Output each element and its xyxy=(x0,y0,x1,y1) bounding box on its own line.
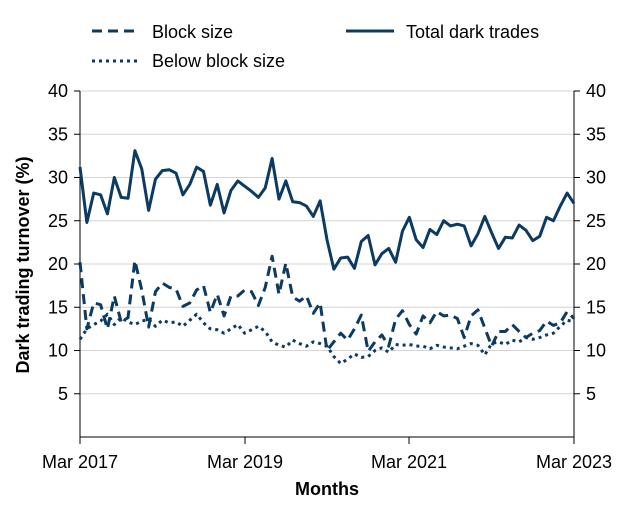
y-tick-label-left: 40 xyxy=(48,81,68,101)
y-tick-label-left: 35 xyxy=(48,124,68,144)
legend: Block size Below block size Total dark t… xyxy=(92,22,539,71)
y-tick-label-left: 25 xyxy=(48,211,68,231)
x-axis-title: Months xyxy=(295,479,359,499)
x-tick-label: Mar 2019 xyxy=(207,452,283,472)
y-tick-label-left: 5 xyxy=(58,384,68,404)
series-line-block-size xyxy=(78,254,576,353)
y-tick-label-left: 30 xyxy=(48,168,68,188)
x-tick-label: Mar 2021 xyxy=(371,452,447,472)
series-layer xyxy=(78,149,576,365)
legend-label-block-size: Block size xyxy=(152,22,233,42)
y-ticks-left: 5 10 15 20 25 30 35 40 xyxy=(48,81,80,404)
y-tick-label-left: 10 xyxy=(48,341,68,361)
y-tick-label-right: 35 xyxy=(586,124,606,144)
series-below-block-size xyxy=(78,312,575,365)
y-tick-label-right: 30 xyxy=(586,168,606,188)
y-tick-label-left: 15 xyxy=(48,297,68,317)
y-tick-label-right: 40 xyxy=(586,81,606,101)
legend-label-total-dark-trades: Total dark trades xyxy=(406,22,539,42)
y-tick-label-right: 25 xyxy=(586,211,606,231)
y-tick-label-right: 20 xyxy=(586,254,606,274)
y-tick-label-right: 15 xyxy=(586,297,606,317)
x-ticks: Mar 2017 Mar 2019 Mar 2021 Mar 2023 xyxy=(42,437,612,472)
y-tick-label-right: 10 xyxy=(586,341,606,361)
series-total-dark-trades xyxy=(78,149,576,271)
series-block-size xyxy=(78,254,576,353)
legend-label-below-block-size: Below block size xyxy=(152,51,285,71)
y-ticks-right: 5 10 15 20 25 30 35 40 xyxy=(574,81,606,404)
y-axis-title: Dark trading turnover (%) xyxy=(13,156,33,373)
series-line-total-dark-trades xyxy=(78,149,576,271)
series-line-below-block-size xyxy=(78,312,575,365)
x-tick-label: Mar 2023 xyxy=(536,452,612,472)
y-tick-label-right: 5 xyxy=(586,384,596,404)
y-tick-label-left: 20 xyxy=(48,254,68,274)
x-tick-label: Mar 2017 xyxy=(42,452,118,472)
gridlines xyxy=(80,90,574,395)
